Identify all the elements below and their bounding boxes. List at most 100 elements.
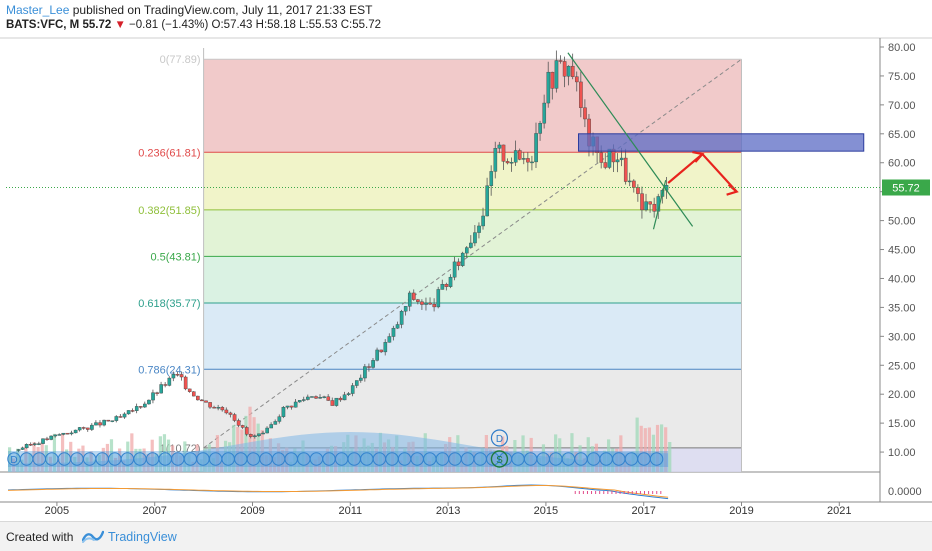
candle-up xyxy=(481,215,485,227)
candle-down xyxy=(550,71,555,89)
candle-down xyxy=(118,416,123,418)
candle-down xyxy=(648,201,652,205)
candle-up xyxy=(554,60,559,89)
candle-up xyxy=(469,242,473,248)
fib-level-label: 0.618(35.77) xyxy=(138,298,200,310)
candle-up xyxy=(607,148,612,168)
signal-circle-icon xyxy=(649,452,664,466)
candle-down xyxy=(326,396,331,401)
candle-up xyxy=(265,427,269,434)
candle-up xyxy=(522,158,526,160)
volume-bar xyxy=(8,447,12,472)
candle-up xyxy=(37,443,41,445)
arrow-head-down-icon xyxy=(726,183,739,196)
volume-bar xyxy=(635,417,639,472)
volume-bar xyxy=(28,453,32,472)
candle-down xyxy=(444,284,449,287)
candle-up xyxy=(363,366,367,379)
volume-bar xyxy=(578,445,582,472)
candle-up xyxy=(53,434,58,437)
candle-down xyxy=(420,301,424,305)
candle-up xyxy=(485,185,489,217)
candle-down xyxy=(338,397,343,401)
candle-up xyxy=(57,434,62,436)
candle-up xyxy=(615,159,620,163)
volume-bar xyxy=(521,435,525,472)
volume-bar xyxy=(248,406,252,472)
candle-down xyxy=(98,422,102,426)
candle-down xyxy=(220,407,225,411)
candle-up xyxy=(273,421,278,425)
candle-up xyxy=(41,438,45,444)
x-tick-label: 2021 xyxy=(827,505,851,517)
arrow-head-up-icon xyxy=(692,150,705,163)
last-price-badge-label: 55.72 xyxy=(892,183,920,195)
candle-down xyxy=(432,303,437,308)
volume-bar xyxy=(105,443,109,472)
volume-bar xyxy=(158,436,162,472)
fib-level-label: 0.5(43.81) xyxy=(150,251,200,263)
candle-down xyxy=(416,299,420,302)
close-value: 55.72 xyxy=(352,19,381,31)
candle-down xyxy=(632,180,636,188)
volume-bar xyxy=(65,449,69,472)
candle-down xyxy=(191,391,196,397)
candle-down xyxy=(183,376,188,390)
candle-up xyxy=(538,122,542,134)
candle-up xyxy=(216,407,221,409)
price-chart[interactable]: 0(77.89) 0.236(61.81) 0.382(51.85) 0.5(43.8… xyxy=(0,0,932,521)
candle-down xyxy=(412,292,416,300)
candle-up xyxy=(448,276,453,287)
candle-down xyxy=(45,438,49,440)
candle-up xyxy=(546,71,551,104)
tradingview-logo-icon xyxy=(82,530,104,543)
candle-up xyxy=(322,396,326,398)
published-text: published on TradingView.com, July 11, 2… xyxy=(72,3,373,17)
fib-band xyxy=(203,209,742,257)
y-tick-label: 10.00 xyxy=(888,447,916,459)
y-tick-label: 20.00 xyxy=(888,389,916,401)
high-label: H: xyxy=(255,19,268,31)
volume-bar xyxy=(24,444,28,472)
candle-up xyxy=(122,413,127,418)
candle-down xyxy=(196,395,200,401)
candle-down xyxy=(179,374,184,378)
candle-up xyxy=(306,396,310,400)
candle-up xyxy=(619,157,624,161)
candle-up xyxy=(375,349,379,361)
candle-up xyxy=(159,384,163,394)
candle-up xyxy=(473,232,477,244)
candle-down xyxy=(163,384,168,386)
candle-down xyxy=(314,396,318,399)
author-link[interactable]: Master_Lee xyxy=(6,3,70,17)
candle-up xyxy=(102,419,106,426)
candle-down xyxy=(367,366,371,368)
candle-down xyxy=(208,402,212,408)
y-tick-label: 30.00 xyxy=(888,331,916,343)
candle-up xyxy=(497,144,502,149)
candle-up xyxy=(167,377,172,386)
candle-up xyxy=(33,443,37,445)
last-price-badge xyxy=(882,179,930,196)
volume-bar xyxy=(647,427,651,472)
candle-down xyxy=(526,158,530,163)
candle-up xyxy=(534,133,538,163)
fib-band xyxy=(203,256,742,303)
candle-up xyxy=(77,427,82,431)
volume-bar xyxy=(16,448,20,472)
candle-up xyxy=(281,407,286,417)
footer-bar: Created with TradingView xyxy=(0,521,932,551)
candle-up xyxy=(436,289,441,308)
candle-down xyxy=(81,427,86,429)
volume-bar xyxy=(109,439,114,472)
x-tick-label: 2005 xyxy=(45,505,69,517)
candle-down xyxy=(65,432,70,435)
candle-up xyxy=(73,429,78,434)
candle-up xyxy=(542,102,547,124)
candle-up xyxy=(530,161,534,164)
candle-down xyxy=(236,420,241,426)
candle-down xyxy=(579,81,583,108)
tradingview-brand[interactable]: TradingView xyxy=(108,530,177,544)
candle-up xyxy=(452,261,457,278)
volume-ma-area xyxy=(8,432,669,472)
